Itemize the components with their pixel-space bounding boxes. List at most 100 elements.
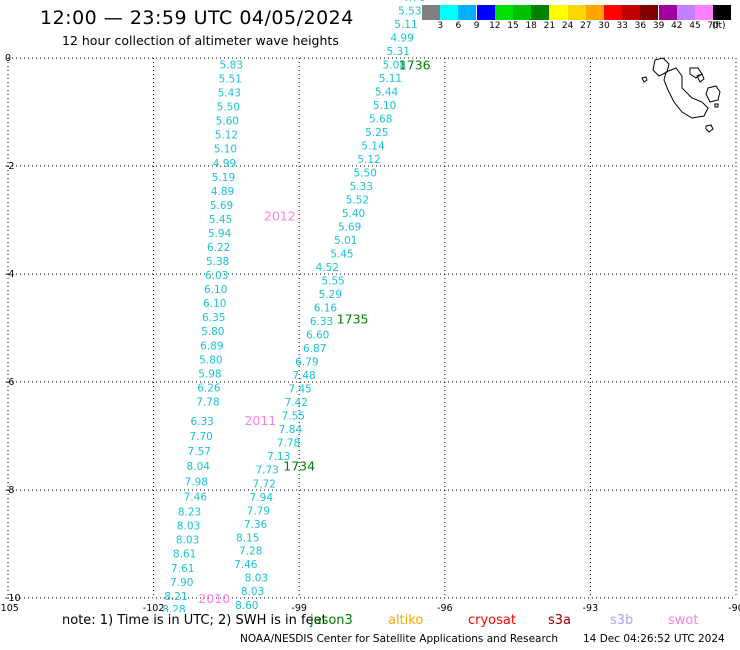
wave-height-label: 6.33 <box>310 316 333 328</box>
y-tick-label: 0 <box>5 53 11 64</box>
wave-height-label: 7.57 <box>188 446 211 458</box>
island-outline <box>689 67 703 79</box>
satellite-legend-s3a: s3a <box>548 613 572 628</box>
footer-note: note: 1) Time is in UTC; 2) SWH is in fe… <box>62 613 327 628</box>
wave-height-label: 5.52 <box>346 194 369 206</box>
y-tick-label: -8 <box>5 485 14 496</box>
wave-height-label: 5.44 <box>375 86 399 98</box>
island-outline <box>705 124 714 133</box>
wave-height-label: 8.03 <box>176 535 199 547</box>
wave-height-label: 8.61 <box>173 549 196 561</box>
wave-height-label: 5.40 <box>342 208 365 220</box>
wave-height-label: 6.35 <box>202 312 225 324</box>
pass-time-label: 2012 <box>264 209 296 224</box>
altimeter-map: -105 -102 -99 -96 -93 -90 0 -2 -4 -6 -8 -10 5.83 5.51… <box>0 0 740 612</box>
colorbar-label: 42 <box>671 21 683 31</box>
credit-date: 14 Dec 04:26:52 UTC 2024 <box>583 633 725 645</box>
colorbar-swatch <box>658 5 677 20</box>
colorbar-label: 33 <box>616 21 628 31</box>
x-tick-label: -93 <box>583 603 599 612</box>
wave-height-label: 4.99 <box>213 158 236 170</box>
colorbar-unit: (ft) <box>712 21 726 31</box>
wave-height-label: 5.10 <box>214 144 237 156</box>
wave-height-label: 6.60 <box>306 329 329 341</box>
satellite-legend-swot: swot <box>668 613 699 628</box>
wave-height-label: 8.03 <box>245 572 268 584</box>
satellite-legend-jason3: jason3 <box>310 613 353 628</box>
island-outline <box>641 76 648 83</box>
page-title: 12:00 — 23:59 UTC 04/05/2024 <box>40 7 354 29</box>
wave-height-label: 5.98 <box>198 368 221 380</box>
wave-height-label: 7.94 <box>250 492 274 504</box>
wave-height-label: 8.21 <box>164 591 187 603</box>
colorbar-swatch <box>695 5 713 20</box>
wave-height-label: 6.10 <box>204 284 227 296</box>
y-tick-label: -2 <box>5 161 14 172</box>
colorbar-swatch <box>440 5 459 20</box>
wave-height-label: 5.12 <box>357 154 380 166</box>
wave-height-label: 7.79 <box>247 506 270 518</box>
island-outline <box>652 57 670 77</box>
wave-height-label: 5.69 <box>338 221 361 233</box>
wave-height-label: 5.10 <box>373 100 396 112</box>
colorbar-label: 30 <box>598 21 610 31</box>
colorbar-label: 39 <box>652 21 665 31</box>
wave-height-label: 4.89 <box>211 186 234 198</box>
x-tick-label: -90 <box>728 603 740 612</box>
wave-height-label: 8.23 <box>178 507 201 519</box>
wave-height-label: 7.36 <box>244 519 268 531</box>
colorbar-swatch <box>604 5 622 20</box>
wave-height-label: 4.52 <box>316 262 339 274</box>
wave-height-label: 6.89 <box>200 340 223 352</box>
wave-height-label: 7.78 <box>196 396 219 408</box>
colorbar-swatch <box>513 5 531 20</box>
wave-height-label: 5.55 <box>321 275 344 287</box>
colorbar-label: 45 <box>689 21 701 31</box>
wave-height-label: 5.53 <box>398 5 421 17</box>
wave-height-label: 6.10 <box>203 298 226 310</box>
y-tick-label: -10 <box>5 593 21 604</box>
satellite-legend-s3b: s3b <box>610 613 634 628</box>
colorbar-label: 9 <box>473 21 480 31</box>
wave-height-label: 5.43 <box>218 88 241 100</box>
wave-height-label: 7.46 <box>184 491 208 503</box>
wave-height-label: 5.80 <box>199 354 222 366</box>
wave-height-label: 7.42 <box>285 397 308 409</box>
pass-time-label: 2011 <box>244 413 276 428</box>
colorbar-label: 6 <box>455 21 462 31</box>
colorbar-label: 18 <box>525 21 537 31</box>
wave-height-label: 6.79 <box>295 356 318 368</box>
island-outline <box>696 73 705 83</box>
x-tick-label: -102 <box>143 603 165 612</box>
wave-height-label: 8.03 <box>177 521 200 533</box>
colorbar-swatch <box>585 5 604 20</box>
wave-height-label: 7.61 <box>171 563 194 575</box>
wave-height-label: 5.14 <box>361 140 385 152</box>
satellite-legend-altiko: altiko <box>388 613 424 628</box>
pass-time-label: 2010 <box>198 591 230 606</box>
colorbar-swatch <box>531 5 550 20</box>
colorbar-swatch <box>640 5 659 20</box>
colorbar-swatch <box>567 5 586 20</box>
colorbar-label: 3 <box>437 21 444 31</box>
wave-height-label: 6.26 <box>197 382 221 394</box>
colorbar-label: 70 <box>707 21 719 31</box>
wave-height-label: 5.11 <box>379 73 402 85</box>
colorbar-swatch <box>422 5 440 20</box>
island-outline <box>663 67 709 119</box>
wave-height-label: 7.78 <box>277 437 300 449</box>
wave-height-label: 8.03 <box>241 586 264 598</box>
wave-height-label: 5.45 <box>209 214 232 226</box>
wave-height-label: 7.98 <box>185 476 208 488</box>
wave-height-label: 5.11 <box>394 19 417 31</box>
wave-height-label: 5.19 <box>212 172 235 184</box>
wave-height-label: 5.80 <box>201 326 224 338</box>
wave-height-label: 5.68 <box>369 113 392 125</box>
page-subtitle: 12 hour collection of altimeter wave hei… <box>62 33 339 48</box>
x-tick-label: -99 <box>291 603 307 612</box>
wave-height-label: 7.70 <box>189 431 212 443</box>
pass-time-label: 1736 <box>399 57 431 72</box>
wave-height-label: 7.72 <box>253 479 276 491</box>
colorbar-label: 24 <box>561 21 574 31</box>
wave-height-label: 5.50 <box>354 167 377 179</box>
